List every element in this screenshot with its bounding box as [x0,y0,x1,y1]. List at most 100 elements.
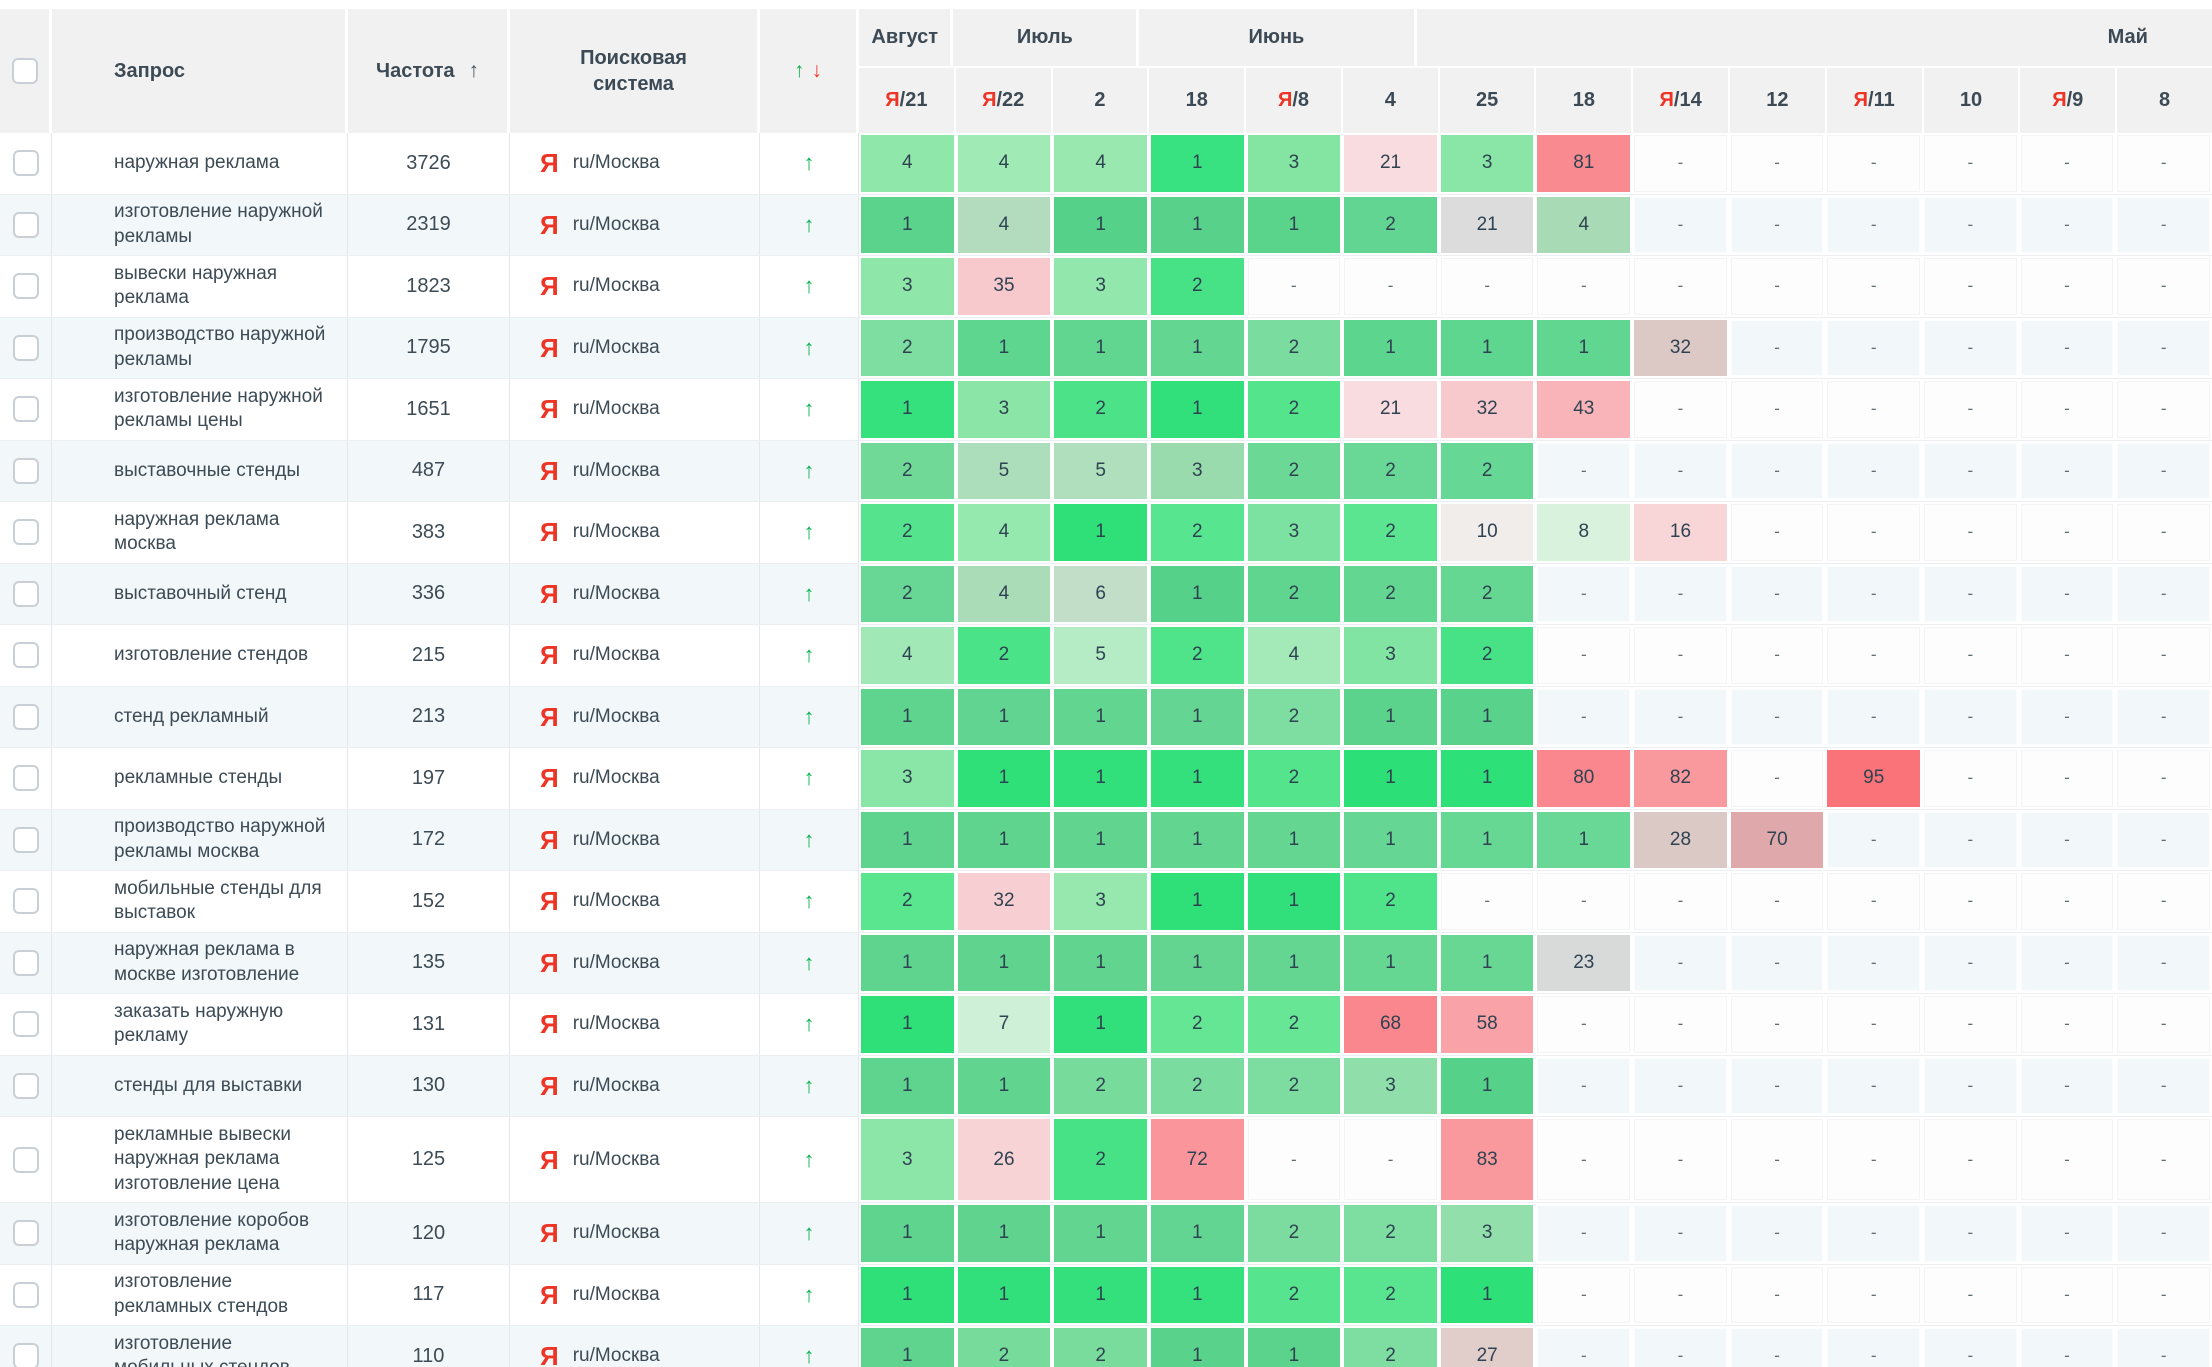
position-cell[interactable]: 1 [955,1055,1053,1116]
position-cell[interactable]: 83 [1438,1117,1536,1202]
position-cell[interactable]: 1 [1342,317,1439,378]
position-cell[interactable]: 1 [859,994,956,1055]
position-cell[interactable]: 2 [1052,1055,1149,1116]
date-header[interactable]: 2 [1052,68,1150,133]
position-cell[interactable]: 1 [859,1264,956,1325]
date-header[interactable]: Я/11 [1826,68,1924,133]
position-cell[interactable]: 35 [955,256,1053,317]
position-cell[interactable]: 1 [1148,317,1246,378]
position-cell[interactable]: 2 [1148,1055,1246,1116]
position-cell[interactable]: 1 [859,194,956,255]
select-all-checkbox[interactable] [11,58,38,84]
position-cell[interactable]: 21 [1342,379,1439,440]
position-cell[interactable]: 7 [955,994,1053,1055]
query-cell[interactable]: изготовление наружной рекламы цены [52,379,348,440]
position-cell[interactable]: 2 [1148,994,1246,1055]
position-cell[interactable]: 81 [1535,133,1633,194]
query-cell[interactable]: стенды для выставки [52,1055,348,1116]
query-cell[interactable]: стенд рекламный [52,686,348,747]
position-cell[interactable]: 1 [1148,748,1246,809]
position-cell[interactable]: 1 [1148,379,1246,440]
position-cell[interactable]: 1 [859,932,956,993]
row-checkbox[interactable] [12,1146,39,1173]
date-header[interactable]: 18 [1149,68,1247,133]
position-cell[interactable]: 2 [859,871,956,932]
position-cell[interactable]: 1 [1438,686,1536,747]
position-cell[interactable]: 2 [859,563,956,624]
row-checkbox[interactable] [12,334,39,361]
position-cell[interactable]: 2 [1342,563,1439,624]
position-cell[interactable]: 1 [859,1055,956,1116]
query-cell[interactable]: изготовление наружной рекламы [52,194,348,255]
position-cell[interactable]: 1 [1342,809,1439,870]
position-cell[interactable]: 2 [1342,502,1439,563]
position-cell[interactable]: 3 [1245,133,1343,194]
date-header[interactable]: Я/8 [1246,68,1343,133]
date-header[interactable]: 10 [1923,68,2021,133]
position-cell[interactable]: 23 [1535,932,1633,993]
position-cell[interactable]: 1 [1148,932,1246,993]
position-cell[interactable]: 3 [1438,133,1536,194]
row-checkbox[interactable] [12,826,39,853]
position-cell[interactable]: 5 [1052,625,1149,686]
position-cell[interactable]: 32 [1632,317,1729,378]
position-cell[interactable]: 1 [1438,809,1536,870]
position-cell[interactable]: 3 [1148,440,1246,501]
position-cell[interactable]: 1 [1052,502,1149,563]
position-cell[interactable]: 2 [955,1326,1053,1367]
position-cell[interactable]: 3 [1052,871,1149,932]
position-cell[interactable]: 3 [1052,256,1149,317]
position-cell[interactable]: 2 [1245,317,1343,378]
position-cell[interactable]: 1 [1342,686,1439,747]
position-cell[interactable]: 2 [1342,194,1439,255]
position-cell[interactable]: 27 [1438,1326,1536,1367]
position-cell[interactable]: 5 [955,440,1053,501]
position-cell[interactable]: 2 [859,502,956,563]
position-cell[interactable]: 1 [1535,809,1633,870]
query-cell[interactable]: выставочные стенды [52,440,348,501]
query-cell[interactable]: мобильные стенды для выставок [52,871,348,932]
position-cell[interactable]: 1 [1148,133,1246,194]
position-cell[interactable]: 4 [955,502,1053,563]
column-header-frequency[interactable]: Частота ↑ [348,9,510,133]
position-cell[interactable]: 1 [1052,194,1149,255]
row-checkbox[interactable] [12,273,39,300]
position-cell[interactable]: 2 [859,440,956,501]
query-cell[interactable]: производство наружной рекламы москва [52,809,348,870]
row-checkbox[interactable] [12,1011,39,1038]
position-cell[interactable]: 1 [1438,317,1536,378]
position-cell[interactable]: 1 [955,748,1053,809]
position-cell[interactable]: 2 [1342,440,1439,501]
position-cell[interactable]: 1 [1535,317,1633,378]
query-cell[interactable]: наружная реклама в москве изготовление [52,932,348,993]
position-cell[interactable]: 1 [1148,1203,1246,1264]
position-cell[interactable]: 1 [955,809,1053,870]
position-cell[interactable]: 28 [1632,809,1729,870]
position-cell[interactable]: 72 [1148,1117,1246,1202]
position-cell[interactable]: 2 [1438,625,1536,686]
row-checkbox[interactable] [12,1343,39,1367]
query-cell[interactable]: наружная реклама [52,133,348,194]
position-cell[interactable]: 1 [955,1203,1053,1264]
position-cell[interactable]: 70 [1728,809,1826,870]
position-cell[interactable]: 21 [1438,194,1536,255]
position-cell[interactable]: 1 [1148,563,1246,624]
position-cell[interactable]: 4 [1535,194,1633,255]
date-header[interactable]: 12 [1730,68,1827,133]
position-cell[interactable]: 4 [1052,133,1149,194]
position-cell[interactable]: 80 [1535,748,1633,809]
position-cell[interactable]: 21 [1342,133,1439,194]
position-cell[interactable]: 1 [1148,194,1246,255]
position-cell[interactable]: 3 [955,379,1053,440]
row-checkbox[interactable] [12,888,39,915]
position-cell[interactable]: 2 [1052,379,1149,440]
position-cell[interactable]: 2 [1245,748,1343,809]
position-cell[interactable]: 32 [955,871,1053,932]
position-cell[interactable]: 2 [1342,871,1439,932]
position-cell[interactable]: 1 [1052,317,1149,378]
row-checkbox[interactable] [12,642,39,669]
position-cell[interactable]: 1 [1052,686,1149,747]
position-cell[interactable]: 2 [1245,1055,1343,1116]
position-cell[interactable]: 26 [955,1117,1053,1202]
position-cell[interactable]: 2 [1148,502,1246,563]
